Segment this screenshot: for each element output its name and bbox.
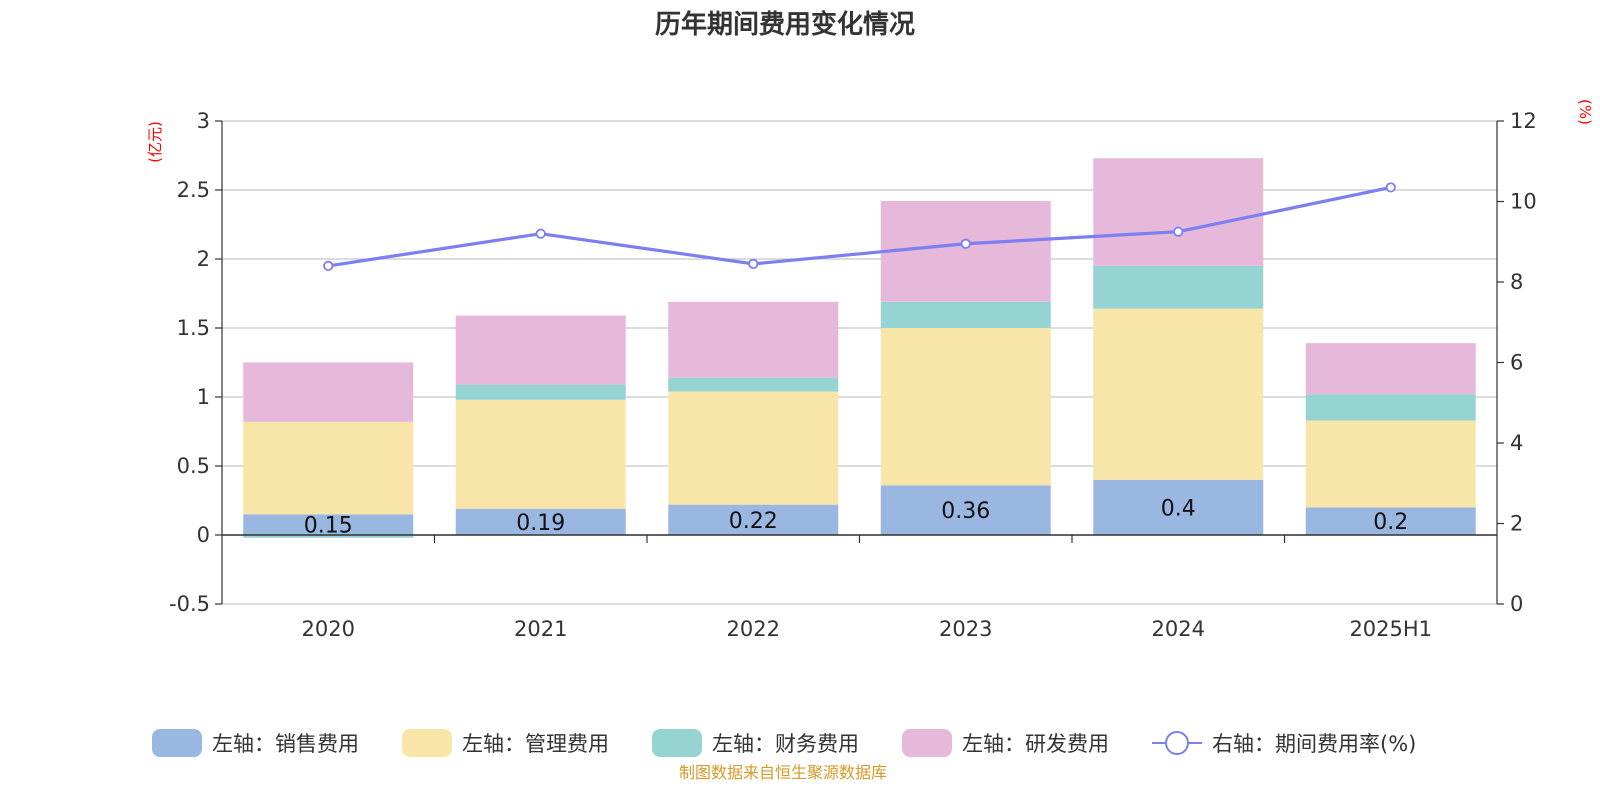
right-tick-label: 10 — [1510, 190, 1537, 214]
right-tick-label: 0 — [1510, 592, 1523, 616]
legend-label: 左轴：销售费用 — [212, 732, 359, 756]
rate-point — [748, 258, 759, 269]
source-note: 制图数据来自恒生聚源数据库 — [679, 763, 887, 782]
rate-point — [960, 238, 971, 249]
bar-segment — [668, 301, 839, 378]
data-label: 0.4 — [1161, 496, 1196, 521]
bar-segment — [668, 391, 839, 505]
bar-segment — [1093, 479, 1264, 535]
bar-segment — [455, 399, 626, 509]
bar-segment — [880, 485, 1051, 535]
legend-swatch — [152, 729, 202, 757]
right-tick-label: 6 — [1510, 351, 1523, 375]
left-tick-label: 3 — [197, 109, 210, 133]
bar-segment — [880, 301, 1051, 328]
bar-segment — [880, 201, 1051, 302]
rate-point — [535, 228, 546, 239]
legend-label: 左轴：管理费用 — [462, 732, 609, 756]
bar-segment — [1305, 420, 1476, 508]
left-tick-label: 1.5 — [177, 316, 210, 340]
bar-segment — [1093, 158, 1264, 266]
legend-swatch — [652, 729, 702, 757]
right-tick-label: 8 — [1510, 270, 1523, 294]
data-label: 0.15 — [304, 514, 353, 539]
x-tick-label: 2020 — [302, 617, 355, 641]
data-label: 0.19 — [516, 511, 565, 536]
legend-label: 右轴：期间费用率(%) — [1212, 732, 1416, 756]
legend-swatch — [902, 729, 952, 757]
bar-segment — [880, 328, 1051, 486]
x-tick-label: 2022 — [727, 617, 780, 641]
right-axis-unit: (%) — [1576, 99, 1594, 125]
left-tick-label: 2.5 — [177, 178, 210, 202]
left-tick-label: 2 — [197, 247, 210, 271]
rate-point — [1385, 182, 1396, 193]
rate-point — [323, 260, 334, 271]
rate-line — [323, 182, 1396, 271]
bar-segment — [455, 508, 626, 535]
x-tick-label: 2023 — [939, 617, 992, 641]
bar-segment — [243, 535, 414, 538]
bar-segment — [455, 315, 626, 385]
data-labels: 0.15 0.19 0.22 0.36 0.4 0.2 — [304, 496, 1408, 538]
bar-segment — [668, 504, 839, 535]
data-label: 0.22 — [729, 509, 778, 534]
right-tick-label: 2 — [1510, 512, 1523, 536]
bar-segment — [1305, 507, 1476, 535]
bar-segment — [1305, 394, 1476, 421]
legend-swatch — [402, 729, 452, 757]
bar-segment — [243, 362, 414, 422]
bars — [243, 158, 1476, 538]
x-tick-label: 2025H1 — [1349, 617, 1432, 641]
right-tick-label: 4 — [1510, 431, 1523, 455]
chart-title: 历年期间费用变化情况 — [655, 9, 915, 40]
data-label: 0.2 — [1373, 510, 1408, 535]
bar-segment — [455, 384, 626, 400]
right-tick-label: 12 — [1510, 109, 1537, 133]
left-tick-label: 0 — [197, 523, 210, 547]
bar-segment — [1093, 308, 1264, 480]
rate-line-path — [328, 185, 1392, 268]
left-tick-label: 1 — [197, 385, 210, 409]
legend-label: 左轴：研发费用 — [962, 732, 1109, 756]
legend: 左轴：销售费用 左轴：管理费用 左轴：财务费用 左轴：研发费用 右轴：期间费用率(%) — [152, 729, 1416, 757]
bar-segment — [243, 514, 414, 535]
bar-segment — [1093, 265, 1264, 309]
left-tick-label: -0.5 — [169, 592, 210, 616]
x-tick-label: 2024 — [1152, 617, 1205, 641]
legend-marker — [1165, 731, 1189, 755]
bar-segment — [1305, 343, 1476, 395]
x-tick-label: 2021 — [514, 617, 567, 641]
rate-point — [1173, 226, 1184, 237]
bar-segment — [668, 377, 839, 392]
left-axis-unit: (亿元) — [146, 121, 164, 163]
data-label: 0.36 — [941, 499, 990, 524]
legend-label: 左轴：财务费用 — [712, 732, 859, 756]
left-tick-label: 0.5 — [177, 454, 210, 478]
bar-segment — [243, 421, 414, 515]
